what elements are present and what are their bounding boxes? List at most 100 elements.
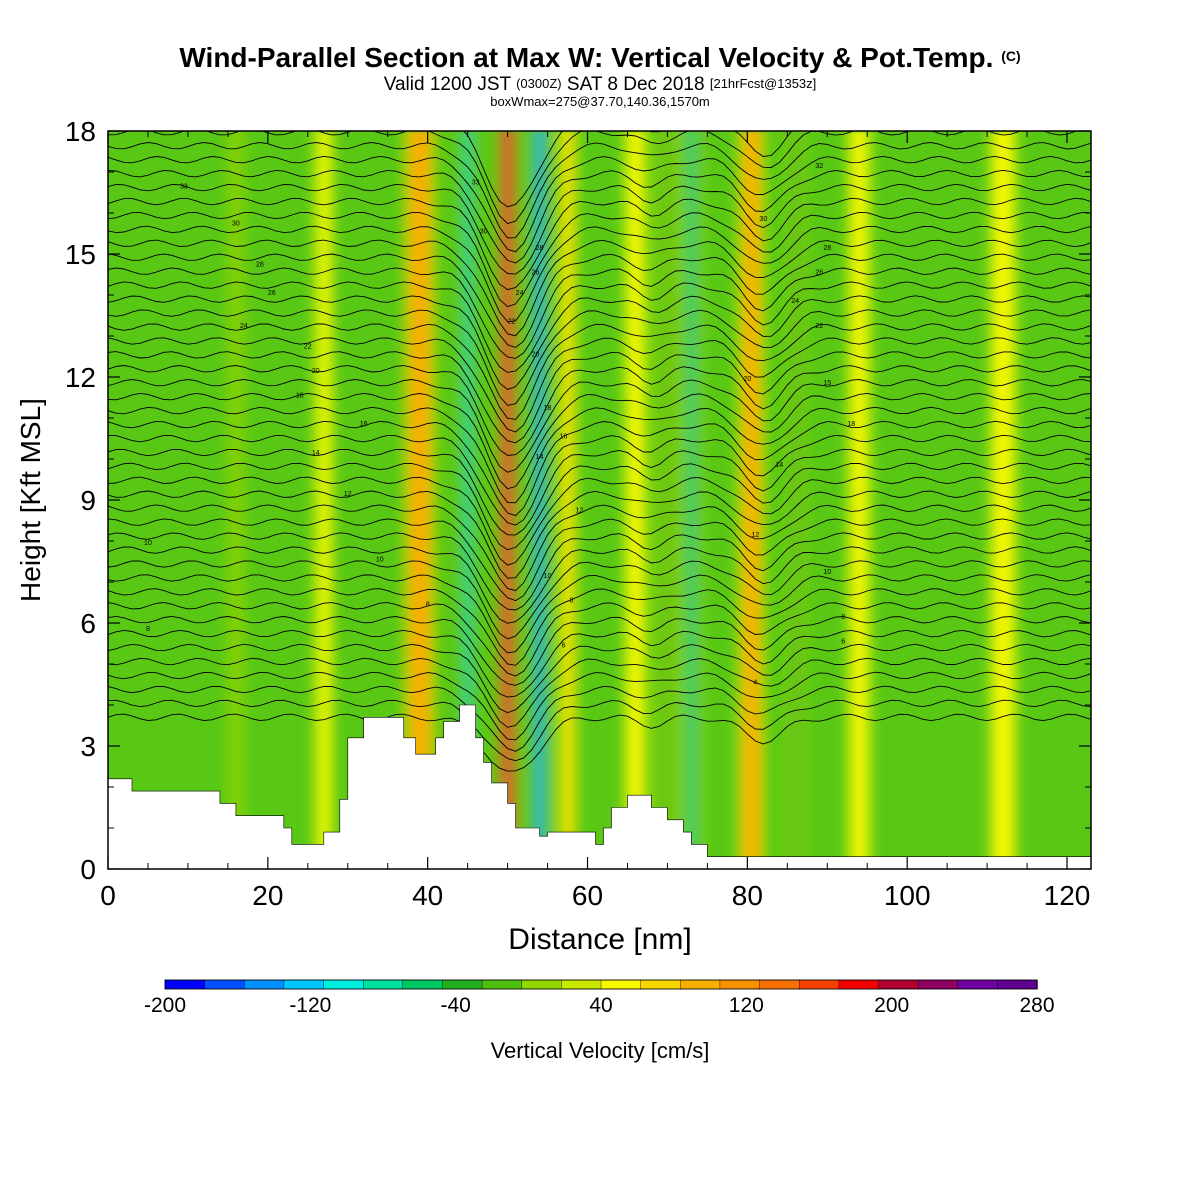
- contour-label: 14: [312, 450, 320, 457]
- contour-label: 8: [841, 614, 845, 621]
- contour-label: 24: [791, 298, 799, 305]
- isentrope-line: [108, 239, 1091, 337]
- contour-labels: 33 30 28 26 24 22 20 18 16 14 12 10 10 8 8 33 30 28 26 24 22…: [144, 163, 855, 687]
- subtitle-fcst: [21hrFcst@1353z]: [709, 76, 817, 91]
- chart-title-main: Wind-Parallel Section at Max W: Vertical…: [179, 42, 994, 73]
- colorbar-segment: [521, 979, 563, 990]
- isentrope-line: [108, 671, 1091, 741]
- contour-label: 33: [180, 183, 188, 190]
- velocity-band-layer: [1000, 131, 1006, 869]
- velocity-band-layer: [537, 131, 542, 869]
- contour-label: 33: [472, 179, 480, 186]
- velocity-band: [681, 131, 702, 869]
- colorbar-segment: [759, 979, 800, 990]
- isentrope-line: [108, 588, 1091, 666]
- isentrope-line: [108, 518, 1091, 602]
- axes: 0 20 40 60 80 100 120 0 3 6 9 12 15 18: [65, 116, 1091, 911]
- isentrope-line: [108, 602, 1091, 677]
- colorbar-segment: [164, 979, 206, 990]
- velocity-band-layer: [416, 131, 423, 869]
- colorbar: -200 -120 -40 40 120 200 280: [144, 979, 1055, 1017]
- isentrope-line: [108, 490, 1091, 579]
- contour-label: 18: [847, 421, 855, 428]
- x-axis-label: Distance [nm]: [508, 923, 691, 956]
- contour-label: 8: [570, 598, 574, 605]
- velocity-band-layer: [322, 131, 326, 869]
- x-tick-label: 60: [572, 880, 603, 911]
- contour-label: 10: [823, 569, 831, 576]
- isentrope-line: [108, 615, 1091, 686]
- isentrope-line: [108, 629, 1091, 698]
- contour-label: 10: [376, 557, 384, 564]
- velocity-band: [849, 131, 870, 869]
- colorbar-tick-label: 200: [874, 994, 909, 1017]
- colorbar-tick-label: 120: [729, 994, 764, 1017]
- colorbar-segment: [204, 979, 245, 990]
- colorbar-segment: [362, 979, 404, 990]
- chart-title: Wind-Parallel Section at Max W: Vertical…: [0, 42, 1200, 74]
- velocity-band-layer: [793, 131, 797, 869]
- colorbar-tick-label: 280: [1019, 994, 1054, 1017]
- velocity-band: [229, 131, 242, 869]
- isentrope-line: [108, 560, 1091, 640]
- contour-label: 6: [841, 639, 845, 646]
- isentrope-line: [108, 685, 1091, 752]
- y-tick-label: 12: [65, 362, 96, 393]
- colorbar-segment: [442, 979, 483, 990]
- chart-title-suffix: (C): [1001, 48, 1021, 64]
- velocity-band: [405, 131, 434, 869]
- contour-label: 6: [562, 643, 566, 650]
- plot-area: 33 30 28 26 24 22 20 18 16 14 12 10 10 8 8 33 30 28 26 24 22…: [108, 131, 1091, 869]
- contour-label: 24: [516, 290, 524, 297]
- contour-label: 30: [232, 220, 240, 227]
- isentrope-line: [108, 657, 1091, 728]
- plot-background: [108, 131, 1091, 869]
- contour-label: 20: [743, 376, 751, 383]
- contour-label: 24: [240, 323, 248, 330]
- velocity-band-layer: [505, 131, 510, 869]
- colorbar-label: Vertical Velocity [cm/s]: [491, 1038, 710, 1063]
- velocity-band: [991, 131, 1016, 869]
- colorbar-segment: [719, 979, 761, 990]
- colorbar-segment: [878, 979, 919, 990]
- contour-label: 20: [532, 352, 540, 359]
- x-tick-label: 40: [412, 880, 443, 911]
- contour-label: 10: [144, 540, 152, 547]
- velocity-band-layer: [857, 131, 862, 869]
- contour-label: 8: [426, 602, 430, 609]
- colorbar-segment: [917, 979, 959, 990]
- isentrope-line: [108, 643, 1091, 714]
- colorbar-frame: [164, 979, 1038, 990]
- isentrope-line: [108, 142, 1091, 239]
- x-tick-label: 100: [884, 880, 931, 911]
- velocity-band-layer: [465, 131, 470, 869]
- contour-label: 26: [268, 290, 276, 297]
- contour-label: 10: [544, 573, 552, 580]
- y-axis-label: Height [Kft MSL]: [15, 398, 46, 602]
- contour-label: 12: [344, 491, 352, 498]
- contour-label: 14: [536, 454, 544, 461]
- colorbar-segment: [997, 979, 1038, 990]
- isentrope-line: [108, 420, 1091, 517]
- colorbar-tick-label: 40: [589, 994, 612, 1017]
- contour-label: 22: [508, 319, 516, 326]
- isentrope-line: [108, 131, 1079, 225]
- isentrope-line: [108, 713, 1091, 772]
- y-tick-label: 0: [80, 854, 96, 885]
- colorbar-segment: [838, 979, 880, 990]
- isentrope-line: [108, 546, 1091, 624]
- isentrope-line: [108, 699, 1091, 762]
- isentrope-line: [108, 532, 1091, 611]
- colorbar-segment: [283, 979, 325, 990]
- y-tick-label: 6: [80, 608, 96, 639]
- isentrope-line: [108, 434, 1091, 526]
- chart-subtitle: Valid 1200 JST (0300Z) SAT 8 Dec 2018 [2…: [0, 74, 1200, 96]
- contour-label: 18: [544, 405, 552, 412]
- isentrope-line: [108, 448, 1091, 536]
- colorbar-segment: [640, 979, 681, 990]
- velocity-band: [659, 131, 676, 869]
- colorbar-tick-label: -200: [144, 994, 186, 1017]
- velocity-band-layer: [565, 131, 570, 869]
- contour-label: 4: [753, 680, 757, 687]
- contour-label: 16: [360, 421, 368, 428]
